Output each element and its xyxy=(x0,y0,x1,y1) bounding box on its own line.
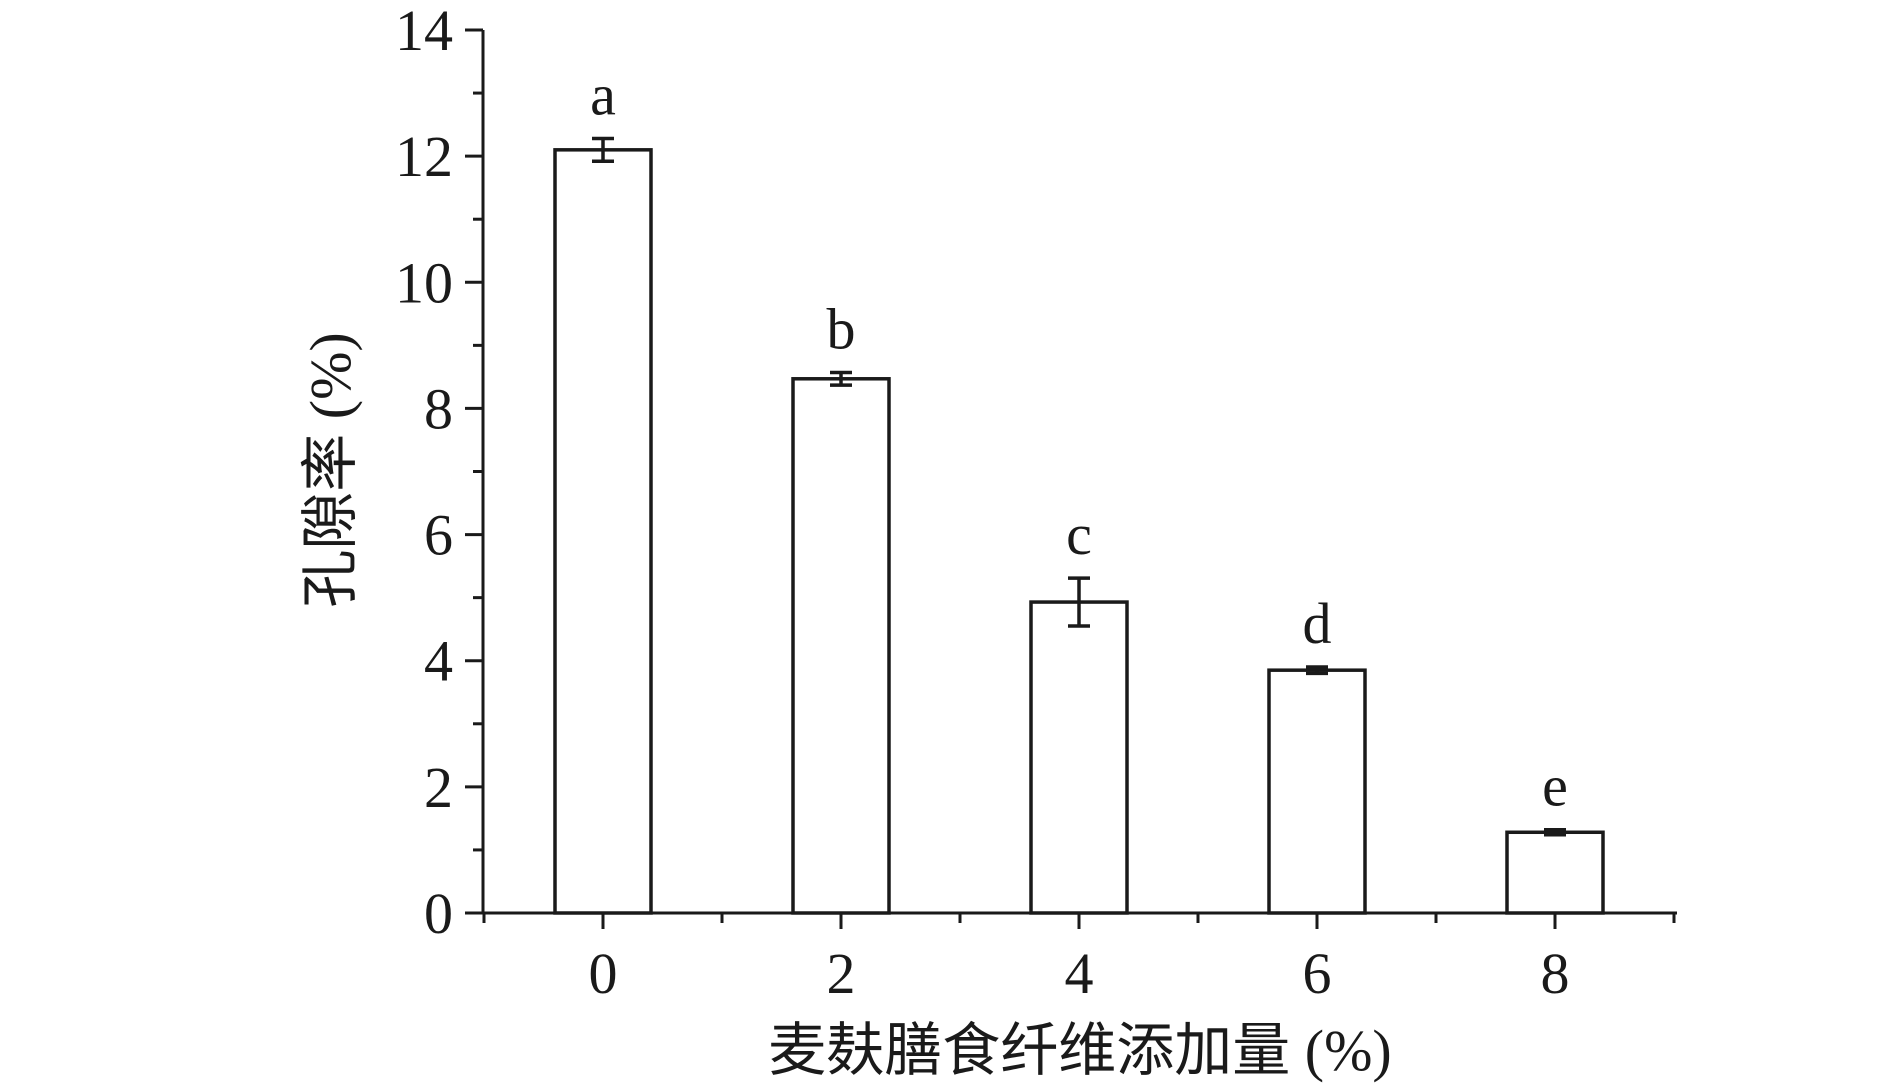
x-tick-label: 6 xyxy=(1303,941,1332,1006)
y-tick-label: 12 xyxy=(395,124,453,189)
significance-label: d xyxy=(1303,591,1332,656)
bar xyxy=(1267,668,1367,915)
x-axis-title: 麦麸膳食纤维添加量 (%) xyxy=(768,1018,1391,1083)
y-tick-label: 4 xyxy=(424,629,453,694)
x-tick-label: 0 xyxy=(589,941,618,1006)
x-ticks: 0 2 4 6 8 xyxy=(482,913,1676,1006)
bar xyxy=(1029,600,1129,915)
significance-label: e xyxy=(1542,754,1568,819)
bar xyxy=(1505,830,1605,915)
x-tick-label: 8 xyxy=(1541,941,1570,1006)
x-tick-label: 4 xyxy=(1065,941,1094,1006)
significance-label: b xyxy=(827,296,856,361)
y-tick-label: 14 xyxy=(395,0,453,63)
y-tick-label: 10 xyxy=(395,250,453,315)
y-tick-label: 0 xyxy=(424,881,453,946)
bars-layer: a b c d e xyxy=(553,62,1605,915)
significance-label: c xyxy=(1066,502,1092,567)
x-tick-label: 2 xyxy=(827,941,856,1006)
y-tick-label: 8 xyxy=(424,376,453,441)
y-axis-title: 孔隙率 (%) xyxy=(298,332,363,607)
y-tick-label: 6 xyxy=(424,503,453,568)
y-ticks: 0 2 4 6 8 10 12 14 xyxy=(395,0,483,946)
y-tick-label: 2 xyxy=(424,755,453,820)
bar xyxy=(553,148,653,915)
bar xyxy=(791,377,891,915)
significance-label: a xyxy=(590,62,616,127)
